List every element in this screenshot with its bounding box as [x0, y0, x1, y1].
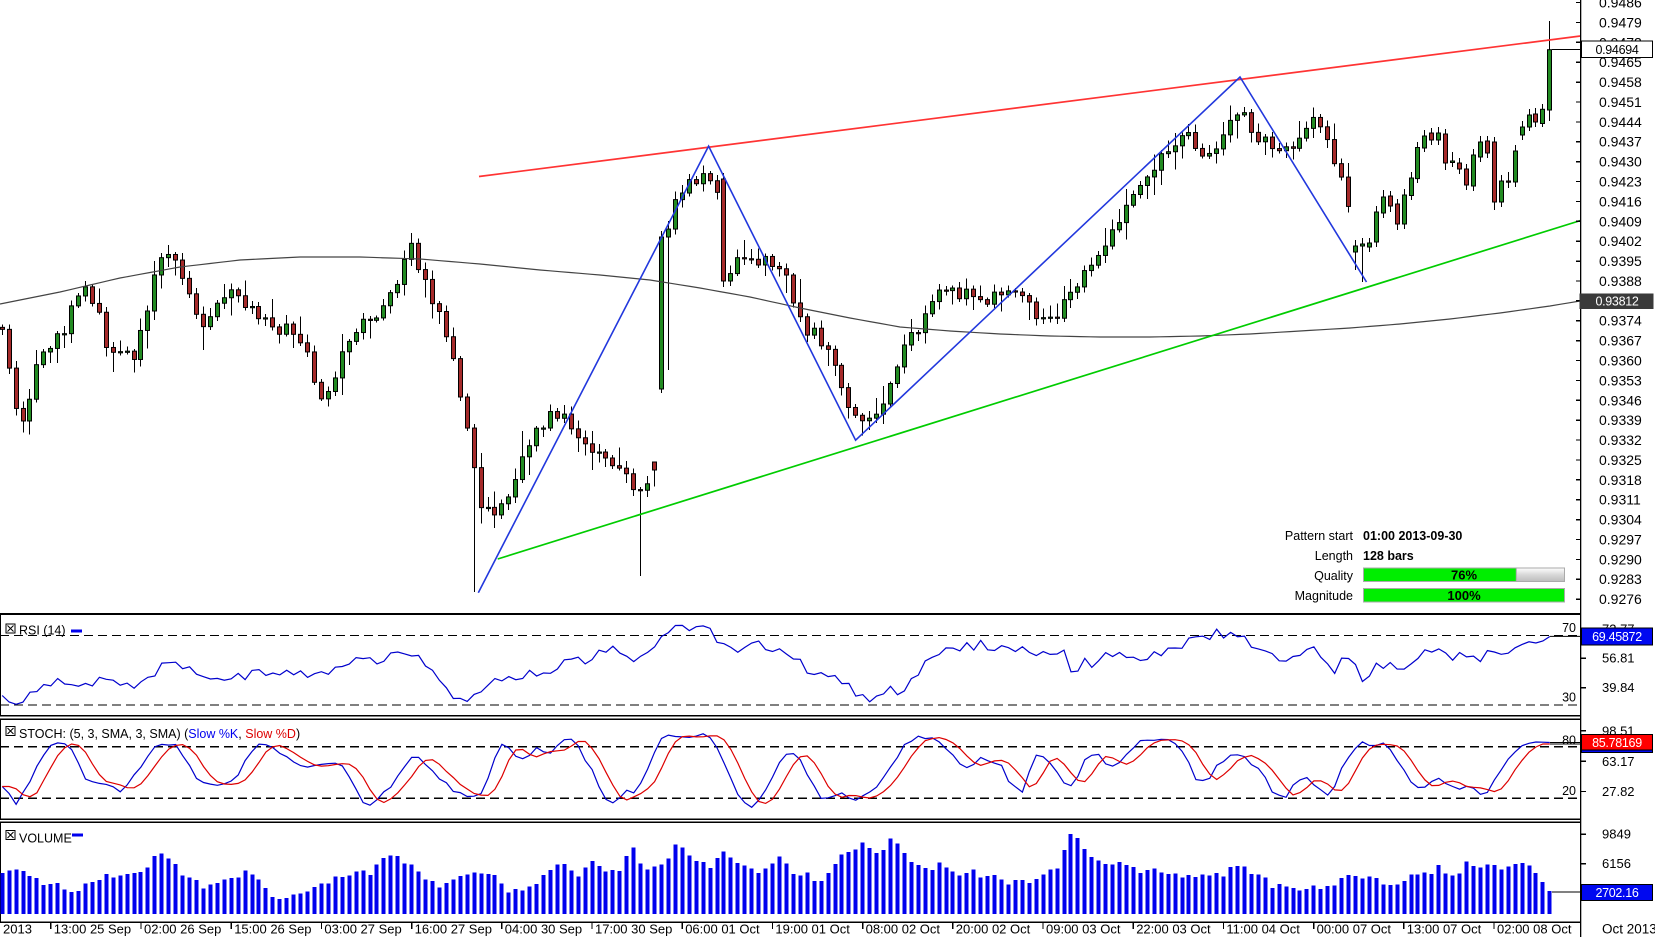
- svg-text:0.9465: 0.9465: [1599, 54, 1642, 70]
- svg-text:00:00 07 Oct: 00:00 07 Oct: [1317, 922, 1392, 937]
- svg-text:85.78169: 85.78169: [1592, 736, 1642, 750]
- svg-text:01:00 2013-09-30: 01:00 2013-09-30: [1363, 529, 1462, 543]
- svg-text:9849: 9849: [1602, 827, 1631, 842]
- svg-text:0.93812: 0.93812: [1595, 295, 1638, 309]
- svg-text:0.9437: 0.9437: [1599, 134, 1642, 150]
- svg-text:0.9325: 0.9325: [1599, 452, 1642, 468]
- svg-text:20: 20: [1562, 784, 1576, 798]
- svg-text:0.9479: 0.9479: [1599, 14, 1642, 30]
- svg-text:02:00 26 Sep: 02:00 26 Sep: [144, 922, 221, 937]
- svg-text:STOCH: (5, 3, SMA, 3, SMA) (Sl: STOCH: (5, 3, SMA, 3, SMA) (Slow %K, Slo…: [19, 727, 300, 741]
- svg-text:56.81: 56.81: [1602, 651, 1635, 666]
- svg-text:0.9486: 0.9486: [1599, 0, 1642, 11]
- svg-text:16:00 27 Sep: 16:00 27 Sep: [415, 922, 492, 937]
- svg-text:0.9276: 0.9276: [1599, 591, 1642, 607]
- svg-text:08:00 02 Oct: 08:00 02 Oct: [866, 922, 941, 937]
- svg-text:04:00 30 Sep: 04:00 30 Sep: [505, 922, 582, 937]
- svg-text:VOLUME: VOLUME: [19, 832, 72, 846]
- svg-text:0.9311: 0.9311: [1599, 492, 1641, 508]
- svg-text:0.9402: 0.9402: [1599, 233, 1642, 249]
- svg-text:Length: Length: [1315, 549, 1353, 563]
- svg-text:0.9339: 0.9339: [1599, 412, 1642, 428]
- svg-text:11:00 04 Oct: 11:00 04 Oct: [1226, 922, 1300, 937]
- svg-text:69.45872: 69.45872: [1592, 630, 1642, 644]
- svg-text:Magnitude: Magnitude: [1295, 589, 1353, 603]
- svg-text:15:00 26 Sep: 15:00 26 Sep: [234, 922, 311, 937]
- svg-text:13:00 25 Sep: 13:00 25 Sep: [54, 922, 131, 937]
- svg-text:0.9451: 0.9451: [1599, 94, 1642, 110]
- svg-text:22:00 03 Oct: 22:00 03 Oct: [1136, 922, 1211, 937]
- svg-text:02:00 08 Oct: 02:00 08 Oct: [1497, 922, 1572, 937]
- svg-text:0.9458: 0.9458: [1599, 74, 1642, 90]
- svg-text:06:00 01 Oct: 06:00 01 Oct: [685, 922, 760, 937]
- svg-text:0.9367: 0.9367: [1599, 333, 1642, 349]
- svg-text:0.9360: 0.9360: [1599, 353, 1642, 369]
- svg-text:0.9409: 0.9409: [1599, 213, 1642, 229]
- svg-text:Pattern start: Pattern start: [1285, 529, 1354, 543]
- svg-text:13:00 07 Oct: 13:00 07 Oct: [1407, 922, 1482, 937]
- svg-text:03:00 27 Sep: 03:00 27 Sep: [324, 922, 401, 937]
- svg-text:20:00 02 Oct: 20:00 02 Oct: [956, 922, 1031, 937]
- svg-text:0.94694: 0.94694: [1595, 43, 1638, 57]
- svg-text:2013: 2013: [3, 922, 32, 937]
- svg-text:0.9290: 0.9290: [1599, 551, 1642, 567]
- svg-text:Oct 2013: Oct 2013: [1602, 922, 1655, 937]
- svg-text:0.9416: 0.9416: [1599, 193, 1642, 209]
- svg-text:0.9346: 0.9346: [1599, 392, 1642, 408]
- svg-text:100%: 100%: [1447, 588, 1481, 603]
- svg-text:0.9374: 0.9374: [1599, 313, 1642, 329]
- svg-text:Quality: Quality: [1314, 569, 1354, 583]
- svg-text:0.9388: 0.9388: [1599, 273, 1642, 289]
- svg-text:RSI (14): RSI (14): [19, 624, 66, 638]
- svg-text:30: 30: [1562, 691, 1576, 705]
- svg-text:19:00 01 Oct: 19:00 01 Oct: [775, 922, 850, 937]
- svg-text:0.9353: 0.9353: [1599, 372, 1642, 388]
- svg-text:0.9304: 0.9304: [1599, 512, 1642, 528]
- svg-text:128 bars: 128 bars: [1363, 549, 1414, 563]
- svg-text:17:00 30 Sep: 17:00 30 Sep: [595, 922, 672, 937]
- svg-text:39.84: 39.84: [1602, 680, 1635, 695]
- svg-text:70: 70: [1562, 621, 1576, 635]
- svg-text:80: 80: [1562, 734, 1576, 748]
- svg-text:0.9430: 0.9430: [1599, 154, 1642, 170]
- svg-text:27.82: 27.82: [1602, 784, 1635, 799]
- svg-text:0.9283: 0.9283: [1599, 571, 1642, 587]
- svg-text:0.9332: 0.9332: [1599, 432, 1642, 448]
- svg-text:63.17: 63.17: [1602, 754, 1635, 769]
- svg-text:0.9297: 0.9297: [1599, 532, 1642, 548]
- svg-text:2702.16: 2702.16: [1595, 886, 1638, 900]
- svg-text:09:00 03 Oct: 09:00 03 Oct: [1046, 922, 1121, 937]
- svg-text:0.9444: 0.9444: [1599, 114, 1642, 130]
- svg-text:0.9395: 0.9395: [1599, 253, 1642, 269]
- svg-text:0.9318: 0.9318: [1599, 472, 1642, 488]
- svg-text:6156: 6156: [1602, 856, 1631, 871]
- svg-text:76%: 76%: [1451, 568, 1477, 583]
- svg-text:0.9423: 0.9423: [1599, 174, 1642, 190]
